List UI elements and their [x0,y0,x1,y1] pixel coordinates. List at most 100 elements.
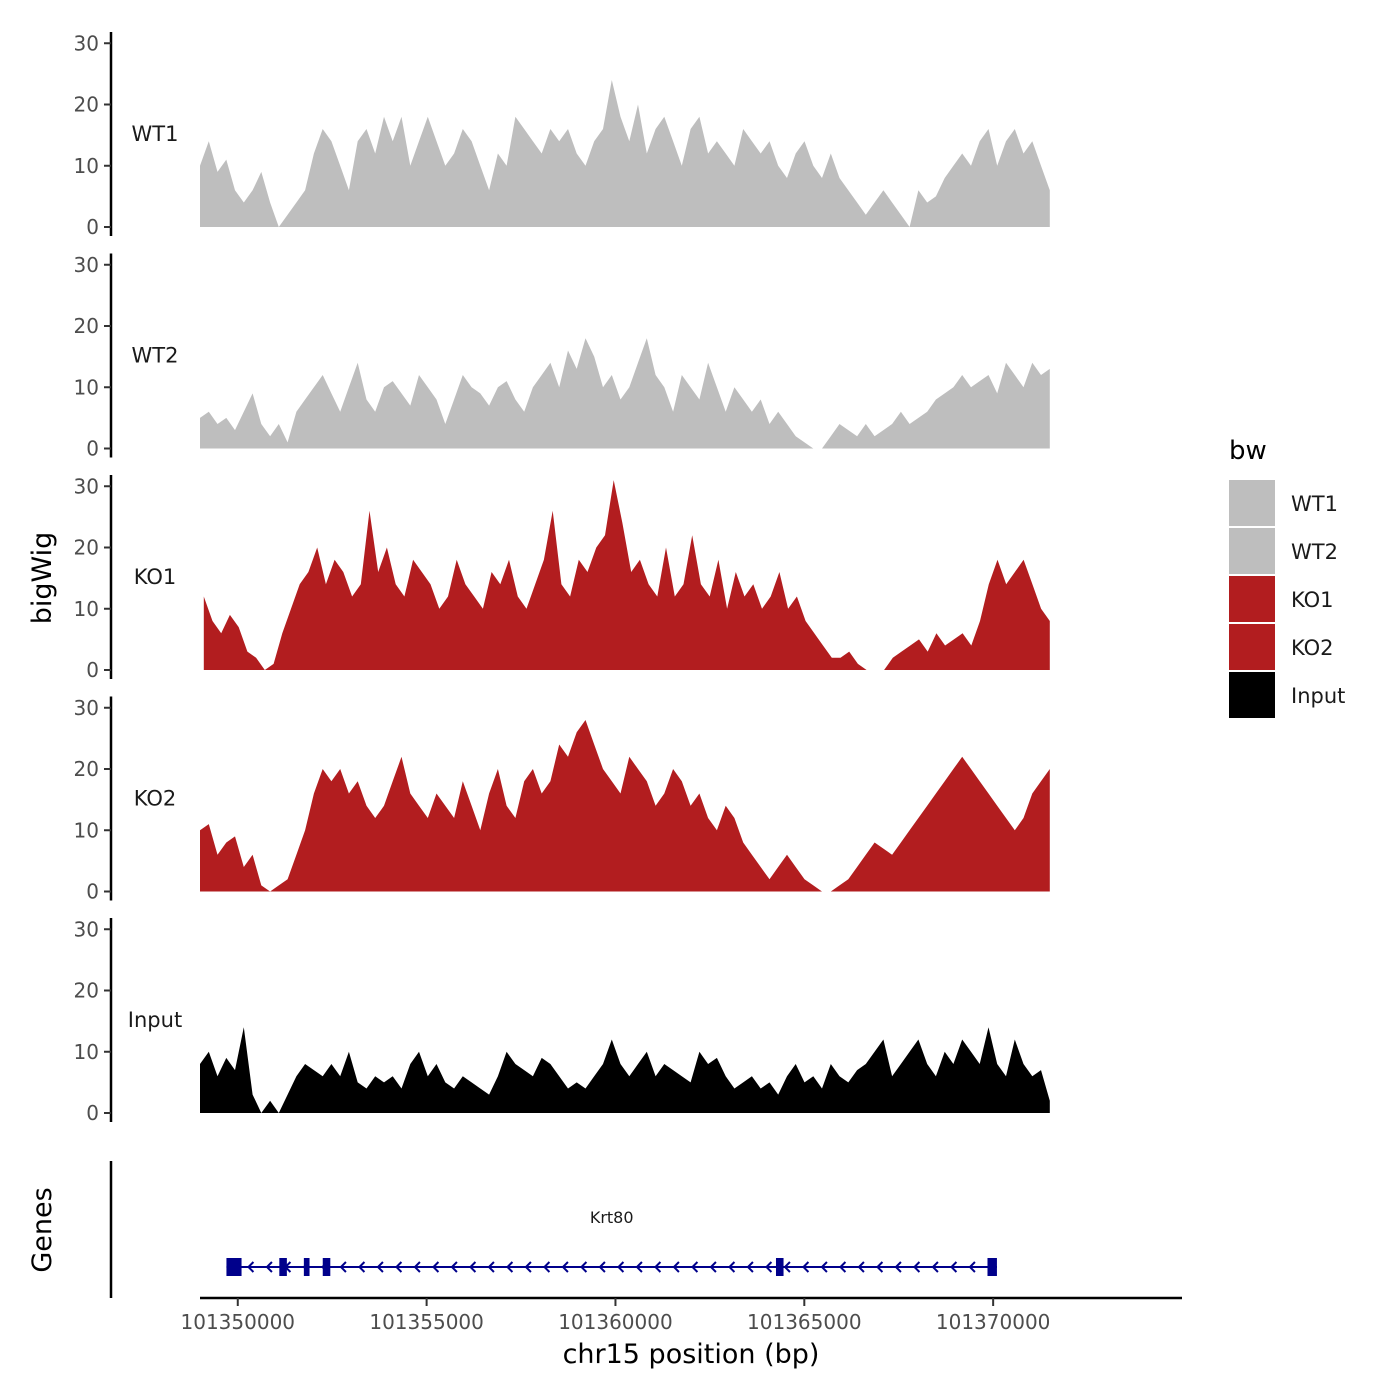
legend-title: bw [1229,436,1267,466]
y-tick-label-wt2-20: 20 [74,314,99,338]
y-tick-label-wt1-0: 0 [86,215,99,239]
strand-arrow [580,1261,588,1273]
track-area-wt1 [200,80,1050,227]
exon-5 [775,1258,784,1276]
gene-label-krt80: Krt80 [590,1208,634,1227]
legend-key-wt2 [1229,528,1275,574]
y-tick-label-wt2-30: 30 [74,253,99,277]
y-tick-label-ko2-20: 20 [74,757,99,781]
y-tick-label-ko2-0: 0 [86,880,99,904]
legend-key-input [1229,672,1275,718]
track-label-ko1: KO1 [134,565,177,589]
strand-arrow [746,1261,754,1273]
track-area-wt2 [200,338,1050,449]
x-axis-title: chr15 position (bp) [563,1339,820,1370]
x-tick-label-101360000: 101360000 [558,1310,673,1334]
track-panel-input: 0 10 20 30 Input [74,917,1050,1125]
y-tick-label-wt2-10: 10 [74,375,99,399]
legend-label-input: Input [1291,684,1345,708]
x-tick-label-101365000: 101365000 [747,1310,862,1334]
x-axis-ticks: 101350000 101355000 101360000 101365000 1013… [181,1298,1051,1334]
track-label-ko2: KO2 [134,787,177,811]
legend: bw WT1 WT2 KO1 KO2 Input [1229,436,1345,718]
legend-key-wt1 [1229,480,1275,526]
track-area-ko1 [203,480,1050,670]
strand-arrow [617,1261,625,1273]
track-panel-wt2: 0 10 20 30 WT2 [74,253,1050,461]
strand-arrow [524,1261,532,1273]
y-tick-label-ko1-20: 20 [74,536,99,560]
legend-key-ko1 [1229,576,1275,622]
y-tick-label-wt1-30: 30 [74,31,99,55]
genes-panel: Krt80 [109,1161,997,1298]
strand-arrow [635,1261,643,1273]
legend-label-ko2: KO2 [1291,636,1334,660]
strand-arrow [561,1261,569,1273]
strand-arrow [765,1261,773,1273]
strand-arrow [968,1261,976,1273]
gene-track: Krt80 [226,1208,997,1276]
y-tick-label-ko1-30: 30 [74,474,99,498]
exon-3 [303,1258,310,1276]
strand-arrow [654,1261,662,1273]
strand-arrow [691,1261,699,1273]
legend-entry-wt2: WT2 [1229,528,1338,574]
strand-arrow [487,1261,495,1273]
track-area-ko2 [200,720,1050,892]
y-tick-label-input-30: 30 [74,917,99,941]
genes-axis-title: Genes [27,1187,58,1272]
strand-arrow [913,1261,921,1273]
track-panel-ko2: 0 10 20 30 KO2 [74,696,1050,904]
legend-label-wt1: WT1 [1291,492,1338,516]
strand-arrow [450,1261,458,1273]
y-tick-label-ko2-10: 10 [74,818,99,842]
strand-arrow [931,1261,939,1273]
exon-6 [987,1258,997,1276]
strand-arrow [820,1261,828,1273]
y-tick-label-wt1-10: 10 [74,154,99,178]
x-tick-label-101370000: 101370000 [936,1310,1051,1334]
legend-entry-ko2: KO2 [1229,624,1334,670]
strand-arrow [543,1261,551,1273]
x-axis: 101350000 101355000 101360000 101365000 1013… [181,1296,1182,1370]
exon-4 [322,1258,331,1276]
legend-key-ko2 [1229,624,1275,670]
track-panel-ko1: 0 10 20 30 KO1 [74,474,1050,682]
strand-arrow [413,1261,421,1273]
legend-label-ko1: KO1 [1291,588,1334,612]
track-label-wt1: WT1 [132,122,179,146]
strand-arrow [358,1261,366,1273]
strand-arrow [894,1261,902,1273]
strand-arrow [672,1261,680,1273]
strand-arrow [857,1261,865,1273]
track-area-input [200,1027,1050,1113]
strand-arrow [728,1261,736,1273]
y-tick-label-ko1-10: 10 [74,597,99,621]
strand-arrow [247,1261,255,1273]
track-panel-wt1: 0 10 20 30 WT1 [74,31,1050,239]
y-tick-label-ko2-30: 30 [74,696,99,720]
strand-arrow [395,1261,403,1273]
legend-entry-wt1: WT1 [1229,480,1338,526]
gene-krt80: Krt80 [226,1208,997,1276]
strand-arrow [598,1261,606,1273]
y-tick-label-ko1-0: 0 [86,658,99,682]
strand-arrow [802,1261,810,1273]
exon-2 [279,1258,287,1276]
track-label-input: Input [128,1008,182,1032]
strand-arrow [709,1261,717,1273]
exon-1 [226,1258,242,1276]
strand-arrow [950,1261,958,1273]
strand-arrow [839,1261,847,1273]
x-tick-label-101350000: 101350000 [181,1310,296,1334]
strand-arrow [339,1261,347,1273]
legend-entry-ko1: KO1 [1229,576,1334,622]
track-label-wt2: WT2 [132,344,179,368]
track-panels: 0 10 20 30 WT1 0 10 20 30 WT2 0 10 20 30 KO1 0 10 20 30 KO2… [74,31,1050,1125]
y-tick-label-input-20: 20 [74,979,99,1003]
y-tick-label-wt1-20: 20 [74,93,99,117]
strand-arrow [876,1261,884,1273]
x-tick-label-101355000: 101355000 [369,1310,484,1334]
y-tick-label-wt2-0: 0 [86,437,99,461]
